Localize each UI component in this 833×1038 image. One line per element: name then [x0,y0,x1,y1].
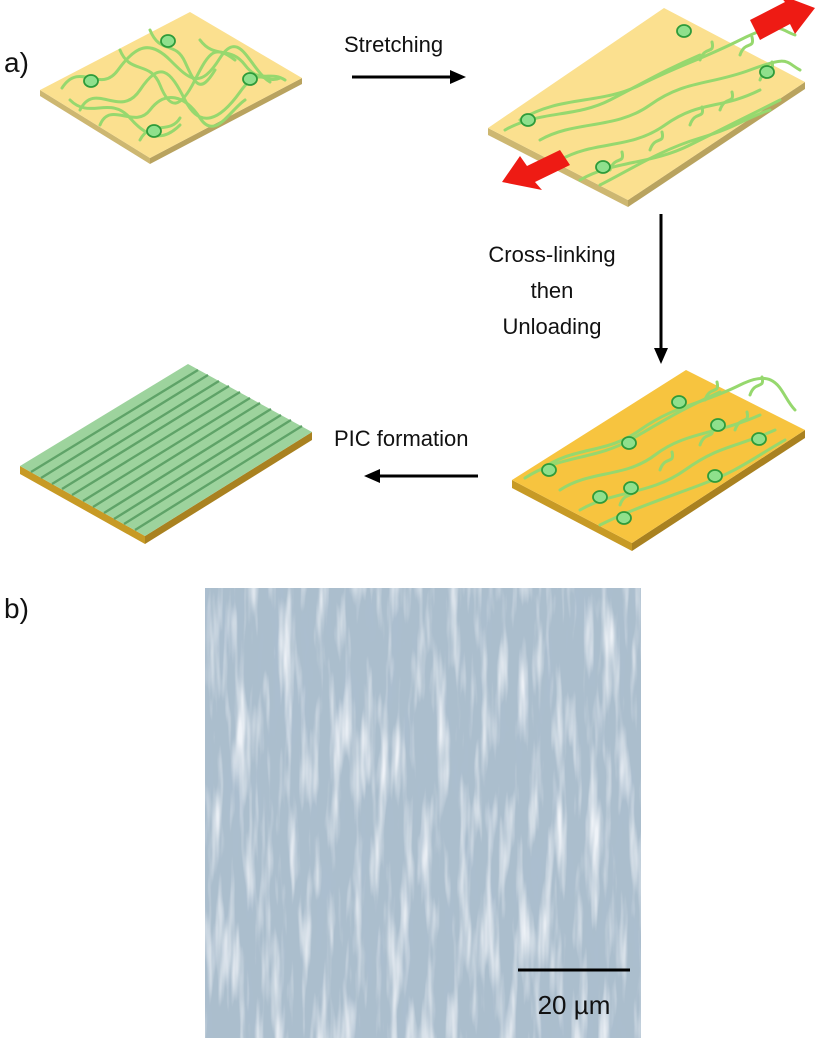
stretching-label: Stretching [344,32,443,57]
force-arrow-top-right [750,0,815,40]
film-crosslinked [512,370,805,551]
crosslink-nodes-crosslinked [541,395,767,525]
crosslink-label-line2: then [531,278,574,303]
panel-a-label: a) [4,47,29,78]
stretching-arrow [352,70,466,84]
pic-stripes [30,368,303,532]
film-relaxed [40,12,302,164]
crosslink-arrow [654,214,668,364]
panel-b-label: b) [4,593,29,624]
film-stretched [488,0,815,207]
film-pic-striped [20,364,312,544]
crosslink-label-line1: Cross-linking [488,242,615,267]
force-arrow-bottom-left [502,150,570,190]
scale-bar-label: 20 µm [538,990,611,1020]
crosslink-nodes [83,34,258,138]
pic-arrow [364,469,478,483]
pic-label: PIC formation [334,426,469,451]
crosslink-label-line3: Unloading [502,314,601,339]
crosslink-nodes-stretched [520,24,775,174]
force-arrows [502,0,815,190]
micrograph [205,588,641,1038]
